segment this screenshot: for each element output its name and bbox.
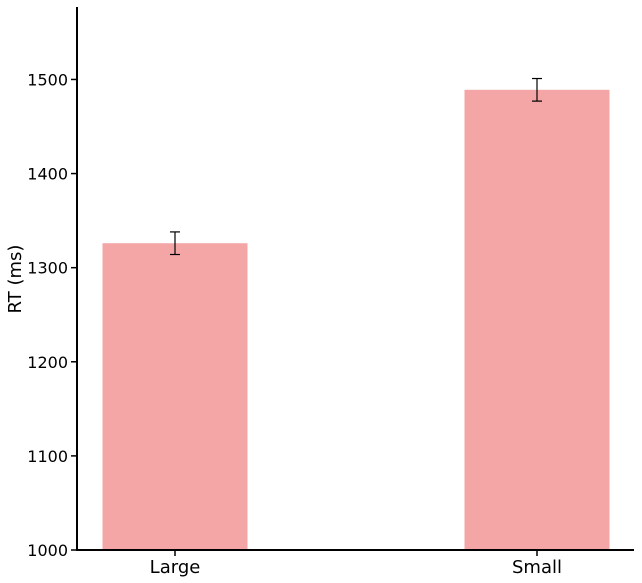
y-tick-label: 1200	[27, 353, 68, 372]
y-tick-label: 1100	[27, 447, 68, 466]
y-axis-label: RT (ms)	[5, 245, 26, 314]
y-tick-label: 1500	[27, 70, 68, 89]
y-tick-label: 1000	[27, 541, 68, 560]
error-bars-group	[170, 77, 542, 256]
bar-small	[464, 89, 610, 550]
error-bar-small	[532, 77, 542, 102]
y-tick-label: 1300	[27, 259, 68, 278]
y-ticks-group: 1000 1100 1200 1300 1400 1500	[27, 70, 77, 560]
error-bar-large	[170, 231, 180, 256]
x-tick-label-large: Large	[150, 557, 201, 578]
x-ticks-group: Large Small	[150, 550, 562, 578]
bars-group	[102, 89, 610, 550]
y-tick-label: 1400	[27, 165, 68, 184]
bar-large	[102, 243, 248, 550]
x-tick-label-small: Small	[512, 557, 562, 578]
